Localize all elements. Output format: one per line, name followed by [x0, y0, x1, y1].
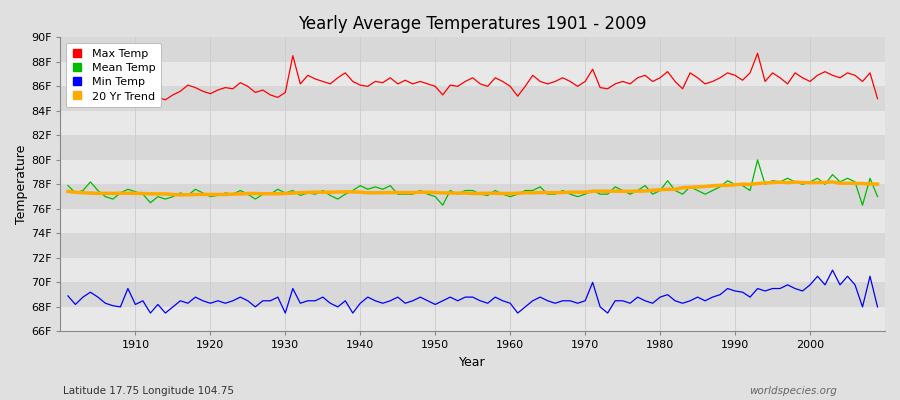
Bar — [60, 209, 885, 233]
Bar — [60, 111, 885, 135]
Bar — [60, 160, 885, 184]
Bar — [60, 233, 885, 258]
X-axis label: Year: Year — [459, 356, 486, 369]
Text: worldspecies.org: worldspecies.org — [749, 386, 837, 396]
Bar — [60, 37, 885, 62]
Bar — [60, 135, 885, 160]
Bar — [60, 258, 885, 282]
Bar — [60, 184, 885, 209]
Bar — [60, 307, 885, 332]
Bar — [60, 86, 885, 111]
Y-axis label: Temperature: Temperature — [15, 145, 28, 224]
Legend: Max Temp, Mean Temp, Min Temp, 20 Yr Trend: Max Temp, Mean Temp, Min Temp, 20 Yr Tre… — [66, 43, 161, 107]
Bar — [60, 62, 885, 86]
Text: Latitude 17.75 Longitude 104.75: Latitude 17.75 Longitude 104.75 — [63, 386, 234, 396]
Title: Yearly Average Temperatures 1901 - 2009: Yearly Average Temperatures 1901 - 2009 — [299, 15, 647, 33]
Bar — [60, 282, 885, 307]
